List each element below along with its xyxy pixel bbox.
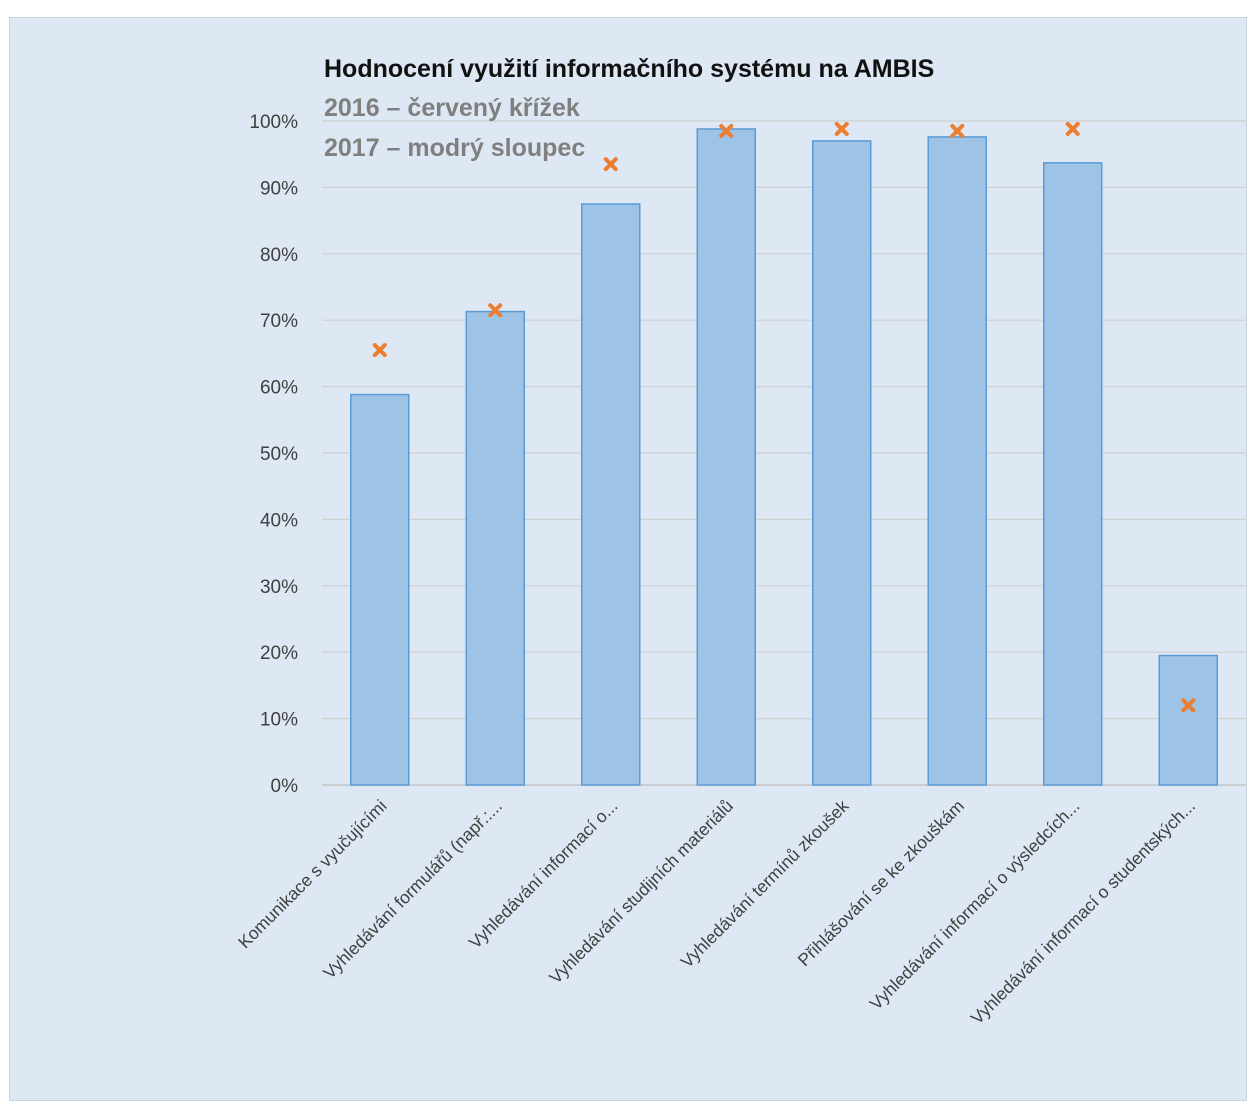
x-tick-label: Vyhledávání studijních materiálů	[545, 796, 737, 988]
y-tick-label: 100%	[249, 112, 298, 133]
bar	[1158, 654, 1218, 786]
marker-x	[834, 121, 849, 136]
bar-chart: 0%10%20%30%40%50%60%70%80%90%100% Komuni…	[234, 55, 1246, 1028]
chart-subtitle-2017: 2017 – modrý sloupec	[324, 134, 585, 162]
marker-x	[1065, 121, 1080, 136]
y-tick-label: 20%	[260, 643, 298, 664]
y-tick-label: 40%	[260, 510, 298, 531]
marker-x	[603, 157, 618, 172]
bar	[465, 310, 525, 786]
bar	[1043, 162, 1103, 786]
bar	[350, 393, 410, 786]
marker-x	[1181, 698, 1196, 713]
bar	[696, 128, 756, 786]
chart-subtitle-2016: 2016 – červený křížek	[324, 94, 580, 122]
chart-area: 0% 10% 20% 30% 40% 50% 60% 70% 80% 90% 100% Komuni…	[9, 17, 1247, 1101]
x-tick-label: Vyhledávání informací o výsledcích...	[866, 796, 1084, 1014]
y-tick-label: 10%	[260, 710, 298, 731]
marker-x	[488, 303, 503, 318]
marker-x	[950, 123, 965, 138]
y-tick-label: 60%	[260, 378, 298, 399]
marker-x	[719, 123, 734, 138]
marker-x	[372, 343, 387, 358]
y-tick-label: 0%	[271, 776, 299, 797]
x-tick-label: Vyhledávání informací o studentských...	[967, 796, 1199, 1028]
bar	[927, 136, 987, 786]
y-tick-label: 70%	[260, 311, 298, 332]
y-tick-label: 30%	[260, 577, 298, 598]
y-tick-label: 50%	[260, 444, 298, 465]
bar	[581, 203, 641, 786]
chart-title: Hodnocení využití informačního systému n…	[324, 55, 934, 83]
bar	[812, 140, 872, 786]
y-tick-label: 90%	[260, 178, 298, 199]
y-tick-label: 80%	[260, 245, 298, 266]
